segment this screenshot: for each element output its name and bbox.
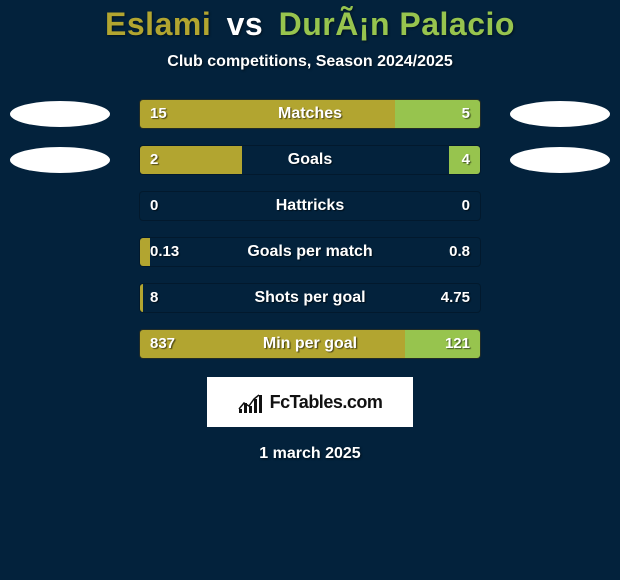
comparison-card: Eslami vs DurÃ¡n Palacio Club competitio… bbox=[0, 0, 620, 580]
player1-name: Eslami bbox=[105, 6, 211, 42]
metric-label: Hattricks bbox=[139, 191, 481, 221]
metric-label: Goals per match bbox=[139, 237, 481, 267]
metric-row: 84.75Shots per goal bbox=[0, 283, 620, 313]
metric-label: Min per goal bbox=[139, 329, 481, 359]
metric-row: 155Matches bbox=[0, 99, 620, 129]
logo-text: FcTables.com bbox=[270, 392, 383, 413]
metric-rows: 155Matches 24Goals 00Hattricks 0.130.8Goals… bbox=[0, 99, 620, 359]
date-text: 1 march 2025 bbox=[0, 445, 620, 463]
player2-badge-placeholder bbox=[510, 147, 610, 173]
metric-row: 00Hattricks bbox=[0, 191, 620, 221]
player1-badge-placeholder bbox=[10, 147, 110, 173]
metric-row: 0.130.8Goals per match bbox=[0, 237, 620, 267]
metric-row: 837121Min per goal bbox=[0, 329, 620, 359]
player2-badge-placeholder bbox=[510, 101, 610, 127]
title: Eslami vs DurÃ¡n Palacio bbox=[0, 6, 620, 43]
player1-badge-placeholder bbox=[10, 101, 110, 127]
metric-row: 24Goals bbox=[0, 145, 620, 175]
fctables-logo: FcTables.com bbox=[207, 377, 413, 427]
metric-label: Matches bbox=[139, 99, 481, 129]
title-vs: vs bbox=[227, 6, 264, 42]
metric-label: Shots per goal bbox=[139, 283, 481, 313]
metric-label: Goals bbox=[139, 145, 481, 175]
player2-name: DurÃ¡n Palacio bbox=[279, 6, 515, 42]
bar-chart-icon bbox=[238, 391, 264, 413]
subtitle: Club competitions, Season 2024/2025 bbox=[0, 53, 620, 71]
